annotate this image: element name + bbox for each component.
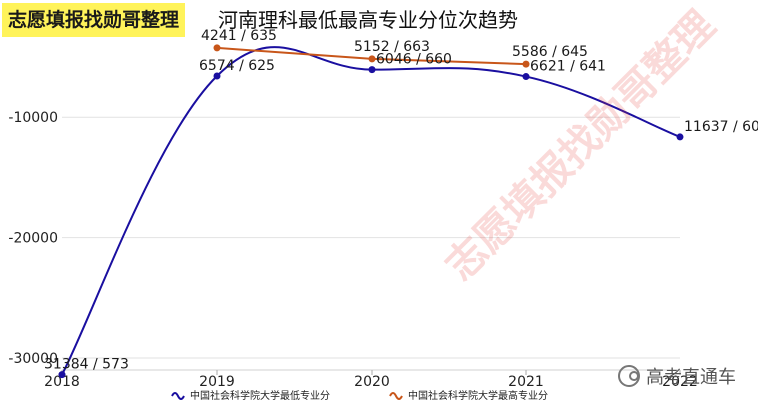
legend-item-min-score[interactable]: 中国社会科学院大学最低专业分 xyxy=(171,389,330,402)
data-label: 5586 / 645 xyxy=(512,44,588,60)
x-tick-label: 2020 xyxy=(354,374,390,390)
wechat-official-account-icon xyxy=(618,365,640,387)
legend-label: 中国社会科学院大学最高专业分 xyxy=(408,389,548,402)
data-label: 11637 / 608 xyxy=(684,119,758,135)
y-axis-ticks: -10000 -20000 -30000 xyxy=(8,110,58,367)
gridlines xyxy=(62,116,680,359)
data-point[interactable] xyxy=(368,66,376,74)
legend-swatch xyxy=(171,392,185,400)
legend-swatch xyxy=(389,392,403,400)
source-badge: 高考直通车 xyxy=(618,362,736,390)
series-min-score xyxy=(58,46,684,379)
data-label: 6046 / 660 xyxy=(376,52,452,68)
data-label: 6574 / 625 xyxy=(199,58,275,74)
source-label: 高考直通车 xyxy=(646,367,736,388)
data-point[interactable] xyxy=(522,60,530,68)
x-tick-label: 2018 xyxy=(44,374,80,390)
data-label: 31384 / 573 xyxy=(44,357,129,373)
data-point[interactable] xyxy=(213,72,221,80)
x-tick-label: 2022 xyxy=(662,374,698,390)
data-point[interactable] xyxy=(676,133,684,141)
data-point[interactable] xyxy=(522,73,530,81)
data-point[interactable] xyxy=(368,55,376,63)
series-layer xyxy=(58,44,684,379)
title-bar: 志愿填报找勋哥整理 河南理科最低最高专业分位次趋势 xyxy=(0,0,758,40)
chart-title: 河南理科最低最高专业分位次趋势 xyxy=(218,8,518,32)
data-label: 5152 / 663 xyxy=(354,39,430,55)
y-tick-label: -10000 xyxy=(8,110,58,126)
legend-item-max-score[interactable]: 中国社会科学院大学最高专业分 xyxy=(389,389,548,402)
series-line xyxy=(61,46,681,376)
series-max-score xyxy=(213,44,530,68)
legend[interactable]: 中国社会科学院大学最低专业分 中国社会科学院大学最高专业分 xyxy=(171,389,548,402)
x-tick-label: 2019 xyxy=(199,374,235,390)
title-tag: 志愿填报找勋哥整理 xyxy=(2,3,186,37)
data-label: 6621 / 641 xyxy=(530,59,606,75)
x-axis-ticks: 2018 2019 2020 2021 2022 xyxy=(44,369,698,390)
data-labels: 31384 / 573 6574 / 625 6046 / 660 6621 / 64… xyxy=(44,28,758,373)
data-label: 4241 / 635 xyxy=(201,28,277,44)
legend-label: 中国社会科学院大学最低专业分 xyxy=(190,389,330,402)
data-point[interactable] xyxy=(58,371,66,379)
x-tick-label: 2021 xyxy=(508,374,544,390)
data-point[interactable] xyxy=(213,44,221,52)
y-tick-label: -30000 xyxy=(8,351,58,367)
y-tick-label: -20000 xyxy=(8,231,58,247)
